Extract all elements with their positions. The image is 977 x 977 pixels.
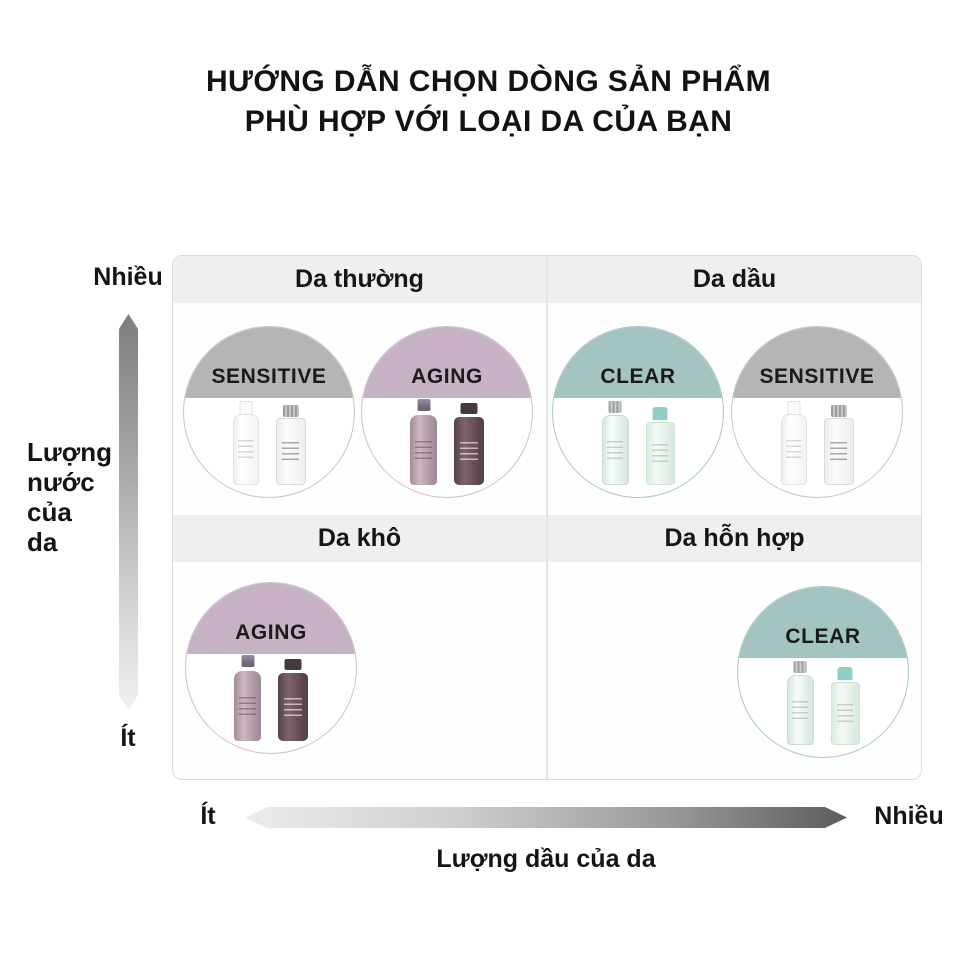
product-line-band: SENSITIVE xyxy=(184,327,354,399)
product-line-band: CLEAR xyxy=(738,587,908,659)
product-circle-clear: CLEAR xyxy=(737,586,909,758)
y-axis-max-label: Nhiều xyxy=(93,263,163,291)
toner-bottle-icon xyxy=(234,654,261,741)
page-title-line2: PHÙ HỢP VỚI LOẠI DA CỦA BẠN xyxy=(244,105,733,138)
product-line-band: CLEAR xyxy=(553,327,723,399)
lotion-bottle-icon xyxy=(275,404,306,485)
quadrant-header-normal-skin: Da thường xyxy=(173,256,546,303)
y-axis-title-line: Lượng xyxy=(27,437,112,467)
y-axis-title: Lượng nước của da xyxy=(27,437,112,557)
x-axis-title: Lượng dầu của da xyxy=(436,845,656,873)
product-line-band: SENSITIVE xyxy=(732,327,902,399)
toner-bottle-icon xyxy=(232,400,259,485)
product-line-label: CLEAR xyxy=(600,365,676,389)
quadrant-header-oily-skin: Da dầu xyxy=(548,256,921,303)
product-line-band: AGING xyxy=(186,583,356,655)
x-axis-max-label: Nhiều xyxy=(874,802,944,830)
quadrant-header-combination-skin: Da hỗn hợp xyxy=(548,515,921,562)
lotion-bottle-icon xyxy=(645,406,675,485)
product-bottles xyxy=(732,398,902,497)
grid-vertical-divider xyxy=(546,256,548,779)
product-circle-aging: AGING xyxy=(185,582,357,754)
product-bottles xyxy=(184,398,354,497)
product-line-label: CLEAR xyxy=(785,625,861,649)
lotion-bottle-icon xyxy=(278,658,308,741)
product-circle-clear: CLEAR xyxy=(552,326,724,498)
product-bottles xyxy=(738,658,908,757)
y-axis-title-line: da xyxy=(27,527,58,557)
product-circle-sensitive: SENSITIVE xyxy=(731,326,903,498)
product-line-label: SENSITIVE xyxy=(211,365,327,389)
y-axis-title-line: của xyxy=(27,497,72,527)
quadrant-header-dry-skin: Da khô xyxy=(173,515,546,562)
toner-bottle-icon xyxy=(780,400,807,485)
toner-bottle-icon xyxy=(786,660,814,745)
y-axis-title-line: nước xyxy=(27,467,95,497)
page-title: HƯỚNG DẪN CHỌN DÒNG SẢN PHẨM PHÙ HỢP VỚI… xyxy=(0,62,977,142)
toner-bottle-icon xyxy=(410,398,437,485)
product-line-label: SENSITIVE xyxy=(759,365,875,389)
lotion-bottle-icon xyxy=(823,404,854,485)
x-axis-gradient-arrow xyxy=(245,807,847,828)
y-axis-min-label: Ít xyxy=(120,724,136,752)
product-line-label: AGING xyxy=(235,621,307,645)
product-circle-sensitive: SENSITIVE xyxy=(183,326,355,498)
quadrant-grid: Da thường Da dầu Da khô Da hỗn hợp SENSI… xyxy=(172,255,922,780)
y-axis-gradient-arrow xyxy=(119,314,138,710)
x-axis-min-label: Ít xyxy=(200,802,216,830)
page-title-line1: HƯỚNG DẪN CHỌN DÒNG SẢN PHẨM xyxy=(205,65,771,98)
lotion-bottle-icon xyxy=(830,666,860,745)
product-bottles xyxy=(553,398,723,497)
product-line-band: AGING xyxy=(362,327,532,399)
lotion-bottle-icon xyxy=(454,402,484,485)
product-bottles xyxy=(186,654,356,753)
toner-bottle-icon xyxy=(601,400,629,485)
product-line-label: AGING xyxy=(411,365,483,389)
product-circle-aging: AGING xyxy=(361,326,533,498)
product-bottles xyxy=(362,398,532,497)
